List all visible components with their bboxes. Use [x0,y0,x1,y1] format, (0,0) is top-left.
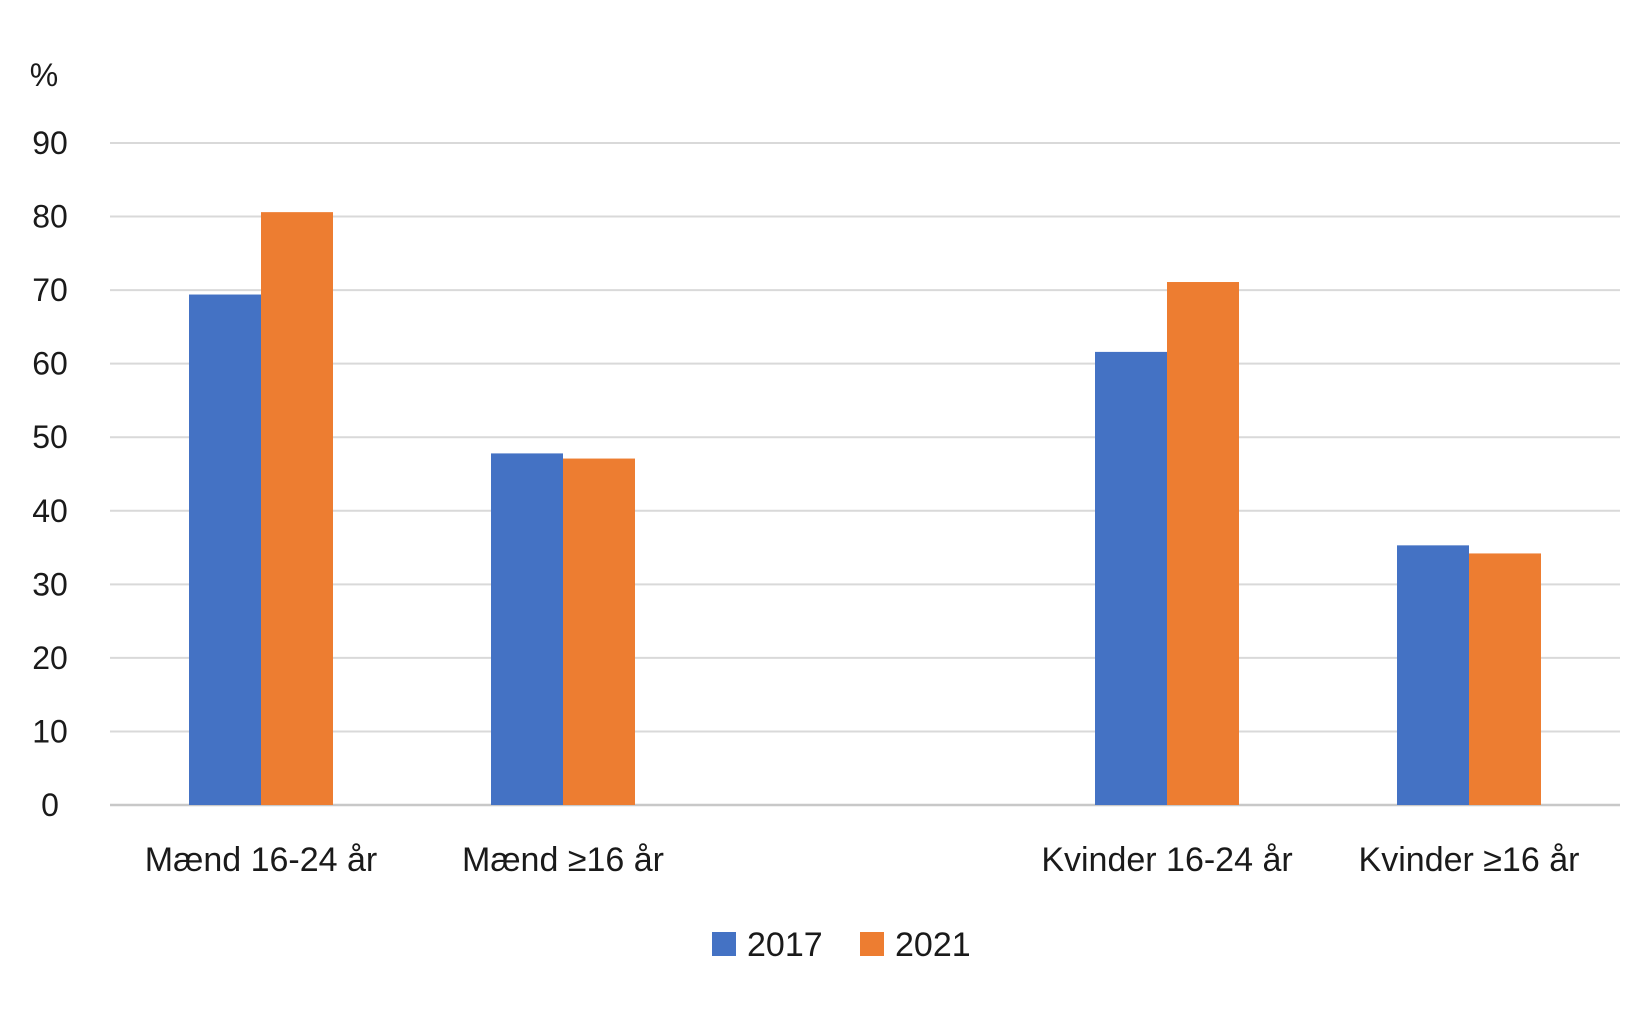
legend-label: 2021 [895,926,971,964]
x-tick-label: Mænd ≥16 år [462,841,664,879]
y-tick-label: 40 [32,493,68,529]
y-axis-label: % [30,57,58,93]
y-tick-label: 80 [32,199,68,235]
bars [189,212,1541,806]
y-tick-label: 0 [41,787,59,823]
bar [261,212,333,806]
y-tick-label: 70 [32,272,68,308]
grid [110,142,1620,807]
legend-swatch [860,932,884,956]
bar [1469,553,1541,805]
bar [491,453,563,805]
x-axis: Mænd 16-24 år Mænd ≥16 år Kvinder 16-24 år… [145,841,1580,879]
y-axis: % 0 10 20 30 40 50 60 70 80 90 [30,57,68,823]
y-tick-label: 30 [32,566,68,602]
legend: 2017 2021 [712,926,971,964]
bar [1167,282,1239,805]
y-tick-label: 60 [32,346,68,382]
legend-swatch [712,932,736,956]
legend-label: 2017 [747,926,823,964]
bar [189,294,261,805]
x-tick-label: Kvinder 16-24 år [1041,841,1292,879]
y-tick-label: 90 [32,125,68,161]
x-tick-label: Kvinder ≥16 år [1359,841,1580,879]
bar [563,458,635,805]
y-tick-label: 50 [32,419,68,455]
y-tick-label: 10 [32,713,68,749]
x-tick-label: Mænd 16-24 år [145,841,377,879]
bar [1397,545,1469,805]
bar [1095,351,1167,805]
y-tick-label: 20 [32,640,68,676]
